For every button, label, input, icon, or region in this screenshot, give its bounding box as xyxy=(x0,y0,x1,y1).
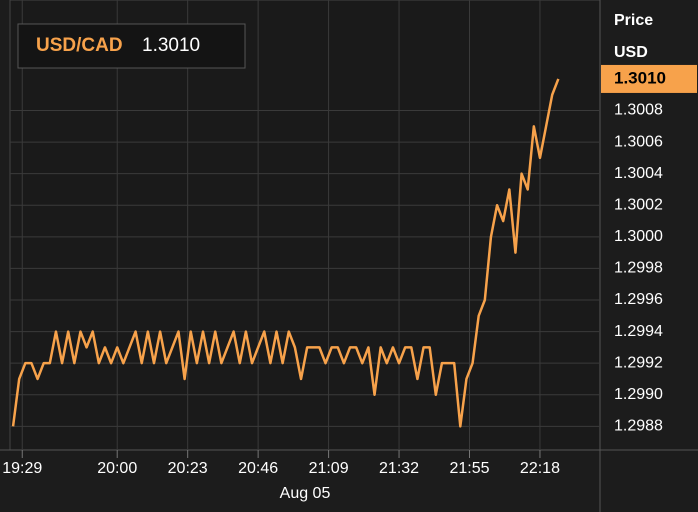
y-tick-label: 1.3006 xyxy=(614,133,663,150)
x-tick-label: 21:55 xyxy=(449,460,489,477)
y-tick-label: 1.3008 xyxy=(614,102,663,119)
price-tag xyxy=(601,64,697,93)
y-tick-label: 1.2996 xyxy=(614,291,663,308)
last-price: 1.3010 xyxy=(142,35,200,56)
y-tick-label: 1.2992 xyxy=(614,354,663,371)
y-tick-label: 1.2994 xyxy=(614,323,663,340)
x-tick-label: 21:09 xyxy=(309,460,349,477)
x-tick-label: 20:23 xyxy=(168,460,208,477)
x-tick-label: 21:32 xyxy=(379,460,419,477)
y-tick-label: 1.2988 xyxy=(614,418,663,435)
x-tick-label: 20:46 xyxy=(238,460,278,477)
y-tick-label: 1.3002 xyxy=(614,196,663,213)
y-axis-label: Price xyxy=(614,12,653,29)
y-axis-unit: USD xyxy=(614,44,648,61)
symbol: USD/CAD xyxy=(36,35,123,56)
y-tick-label: 1.2990 xyxy=(614,386,663,403)
y-tick-label: 1.3000 xyxy=(614,228,663,245)
price-line xyxy=(11,78,560,428)
x-axis-label: Aug 05 xyxy=(280,485,331,502)
price-tag-label: 1.3010 xyxy=(614,68,666,87)
plot-area xyxy=(9,0,601,451)
grid xyxy=(10,0,600,450)
lines xyxy=(11,78,560,428)
y-tick-label: 1.3004 xyxy=(614,165,663,182)
x-tick-label: 22:18 xyxy=(520,460,560,477)
symbol-box xyxy=(17,23,246,69)
x-tick-label: 19:29 xyxy=(2,460,42,477)
x-tick-label: 20:00 xyxy=(97,460,137,477)
y-tick-label: 1.2998 xyxy=(614,260,663,277)
